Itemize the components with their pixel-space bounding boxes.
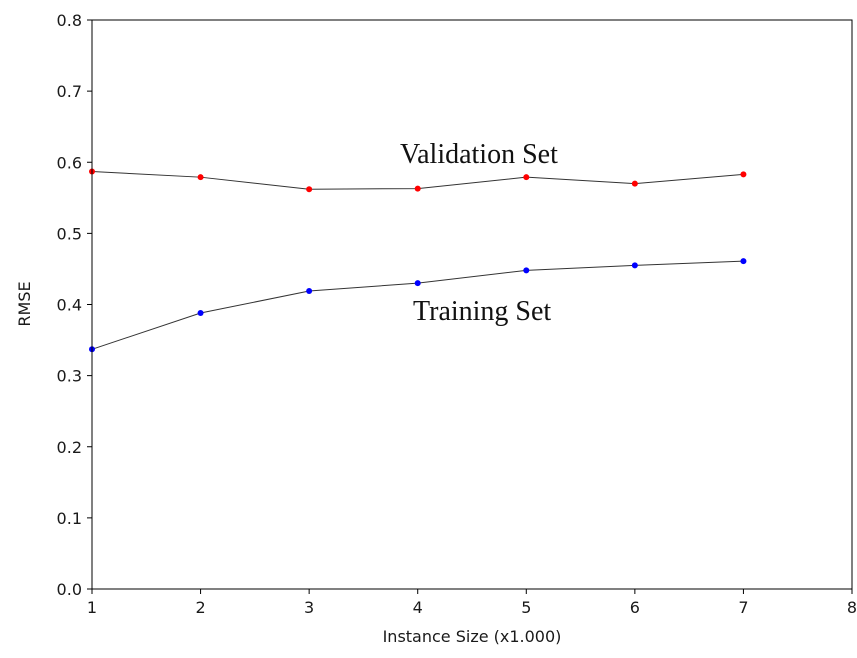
y-axis-label: RMSE <box>15 281 34 326</box>
training-data-point <box>523 267 530 274</box>
validation-data-point <box>197 174 204 181</box>
y-tick-label: 0.1 <box>57 509 82 528</box>
x-axis-ticks: 1 2 3 4 5 6 7 8 <box>87 589 857 617</box>
x-tick-label: 7 <box>738 598 748 617</box>
training-data-point <box>197 310 204 317</box>
training-data-point <box>306 287 313 294</box>
y-tick-label: 0.5 <box>57 224 82 243</box>
y-tick-label: 0.4 <box>57 296 82 315</box>
x-tick-label: 6 <box>630 598 640 617</box>
training-set-label: Training Set <box>413 296 551 327</box>
y-tick-label: 0.0 <box>57 580 82 599</box>
validation-data-point <box>306 186 313 193</box>
validation-data-point <box>631 180 638 187</box>
y-tick-label: 0.2 <box>57 438 82 457</box>
x-tick-label: 1 <box>87 598 97 617</box>
x-tick-label: 4 <box>413 598 423 617</box>
x-tick-label: 5 <box>521 598 531 617</box>
y-axis-ticks: 0.0 0.1 0.2 0.3 0.4 0.5 0.6 0.7 0.8 <box>57 11 92 599</box>
validation-data-point <box>414 185 421 192</box>
validation-set-label: Validation Set <box>400 139 558 170</box>
plot-area <box>92 20 852 589</box>
validation-data-point <box>740 171 747 178</box>
x-tick-label: 8 <box>847 598 857 617</box>
y-tick-label: 0.6 <box>57 153 82 172</box>
x-tick-label: 2 <box>195 598 205 617</box>
x-tick-label: 3 <box>304 598 314 617</box>
y-tick-label: 0.8 <box>57 11 82 30</box>
training-data-point <box>414 280 421 287</box>
training-data-point <box>631 262 638 269</box>
validation-data-point <box>523 174 530 181</box>
y-tick-label: 0.7 <box>57 82 82 101</box>
x-axis-label: Instance Size (x1.000) <box>383 627 562 646</box>
training-data-point <box>740 258 747 265</box>
y-tick-label: 0.3 <box>57 367 82 386</box>
